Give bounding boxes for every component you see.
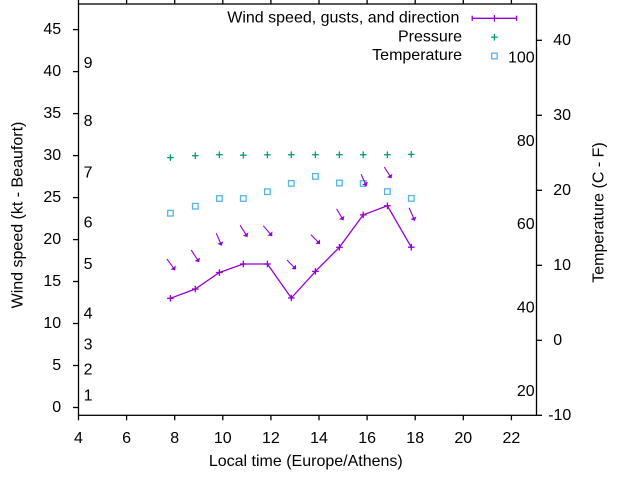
svg-text:Temperature: Temperature	[372, 47, 462, 64]
svg-text:-10: -10	[548, 407, 571, 424]
svg-text:30: 30	[553, 107, 571, 124]
svg-text:18: 18	[406, 430, 424, 447]
svg-text:20: 20	[553, 182, 571, 199]
svg-text:Temperature (C - F): Temperature (C - F)	[591, 142, 608, 282]
svg-text:12: 12	[262, 430, 280, 447]
svg-text:30: 30	[43, 147, 61, 164]
svg-text:40: 40	[553, 32, 571, 49]
svg-text:Local time (Europe/Athens): Local time (Europe/Athens)	[209, 453, 403, 470]
svg-text:60: 60	[517, 216, 535, 233]
svg-text:25: 25	[43, 189, 61, 206]
svg-text:10: 10	[553, 257, 571, 274]
svg-text:2: 2	[84, 361, 93, 378]
svg-text:10: 10	[43, 315, 61, 332]
svg-text:6: 6	[122, 430, 131, 447]
svg-text:3: 3	[84, 336, 93, 353]
svg-text:10: 10	[214, 430, 232, 447]
svg-text:8: 8	[170, 430, 179, 447]
svg-text:45: 45	[43, 21, 61, 38]
svg-text:15: 15	[43, 273, 61, 290]
svg-text:40: 40	[43, 63, 61, 80]
svg-text:9: 9	[84, 55, 93, 72]
svg-text:20: 20	[454, 430, 472, 447]
svg-text:22: 22	[503, 430, 521, 447]
svg-text:6: 6	[84, 214, 93, 231]
svg-text:Wind speed, gusts, and directi: Wind speed, gusts, and direction	[227, 10, 459, 27]
svg-text:80: 80	[517, 133, 535, 150]
svg-text:7: 7	[84, 165, 93, 182]
svg-text:35: 35	[43, 105, 61, 122]
svg-text:8: 8	[84, 113, 93, 130]
svg-text:5: 5	[84, 256, 93, 273]
svg-text:20: 20	[517, 383, 535, 400]
svg-text:40: 40	[517, 300, 535, 317]
svg-text:0: 0	[553, 332, 562, 349]
svg-text:14: 14	[310, 430, 328, 447]
svg-text:0: 0	[52, 399, 61, 416]
svg-text:1: 1	[84, 387, 93, 404]
svg-text:4: 4	[84, 306, 93, 323]
svg-text:100: 100	[508, 50, 535, 67]
svg-text:Wind speed (kt - Beaufort): Wind speed (kt - Beaufort)	[10, 122, 27, 309]
svg-text:20: 20	[43, 231, 61, 248]
svg-text:4: 4	[74, 430, 83, 447]
svg-text:5: 5	[52, 357, 61, 374]
svg-text:Pressure: Pressure	[398, 28, 462, 45]
svg-text:16: 16	[358, 430, 376, 447]
